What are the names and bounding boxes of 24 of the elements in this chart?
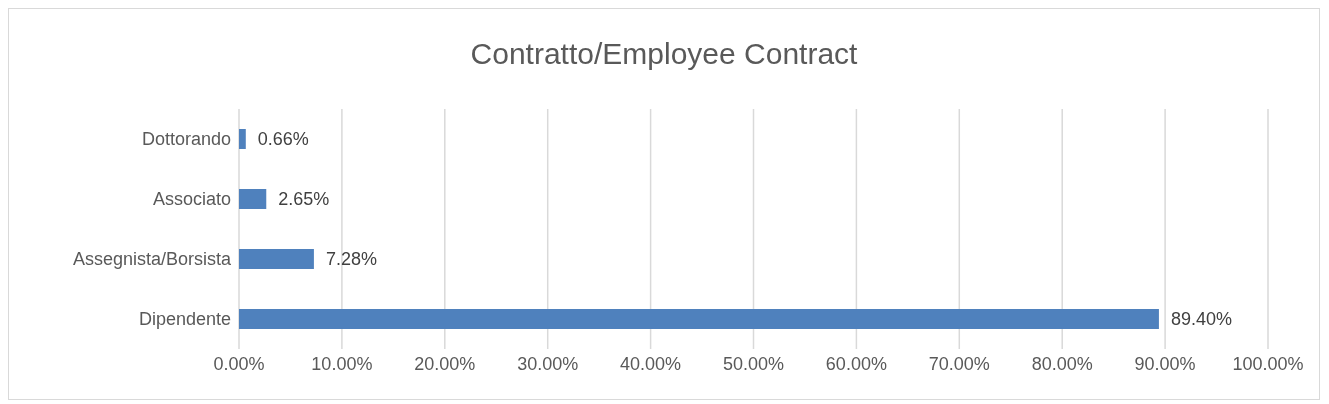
- x-tick-label: 50.00%: [722, 353, 785, 374]
- x-tick-label: 40.00%: [620, 353, 682, 374]
- y-tick-label: Dipendente: [138, 309, 231, 330]
- x-tick-label: 30.00%: [517, 353, 579, 374]
- bar: [239, 309, 1159, 329]
- y-tick-label: Assegnista/Borsista: [72, 249, 232, 270]
- x-tick-label: 100.00%: [1232, 353, 1304, 374]
- x-tick-label: 70.00%: [928, 353, 990, 374]
- bar: [239, 189, 267, 209]
- x-tick-label: 90.00%: [1134, 353, 1196, 374]
- data-label: 0.66%: [257, 129, 309, 150]
- bar: [239, 129, 246, 149]
- bar: [239, 249, 314, 269]
- data-label: 7.28%: [325, 249, 377, 270]
- x-tick-label: 60.00%: [825, 353, 887, 374]
- x-tick-label: 80.00%: [1031, 353, 1093, 374]
- x-tick-label: 0.00%: [213, 353, 265, 374]
- y-tick-label: Dottorando: [141, 129, 231, 150]
- chart-title: Contratto/Employee Contract: [469, 36, 859, 72]
- data-label: 2.65%: [278, 189, 330, 210]
- y-tick-label: Associato: [152, 189, 231, 210]
- x-tick-label: 20.00%: [414, 353, 476, 374]
- data-label: 89.40%: [1170, 309, 1232, 330]
- x-tick-label: 10.00%: [311, 353, 373, 374]
